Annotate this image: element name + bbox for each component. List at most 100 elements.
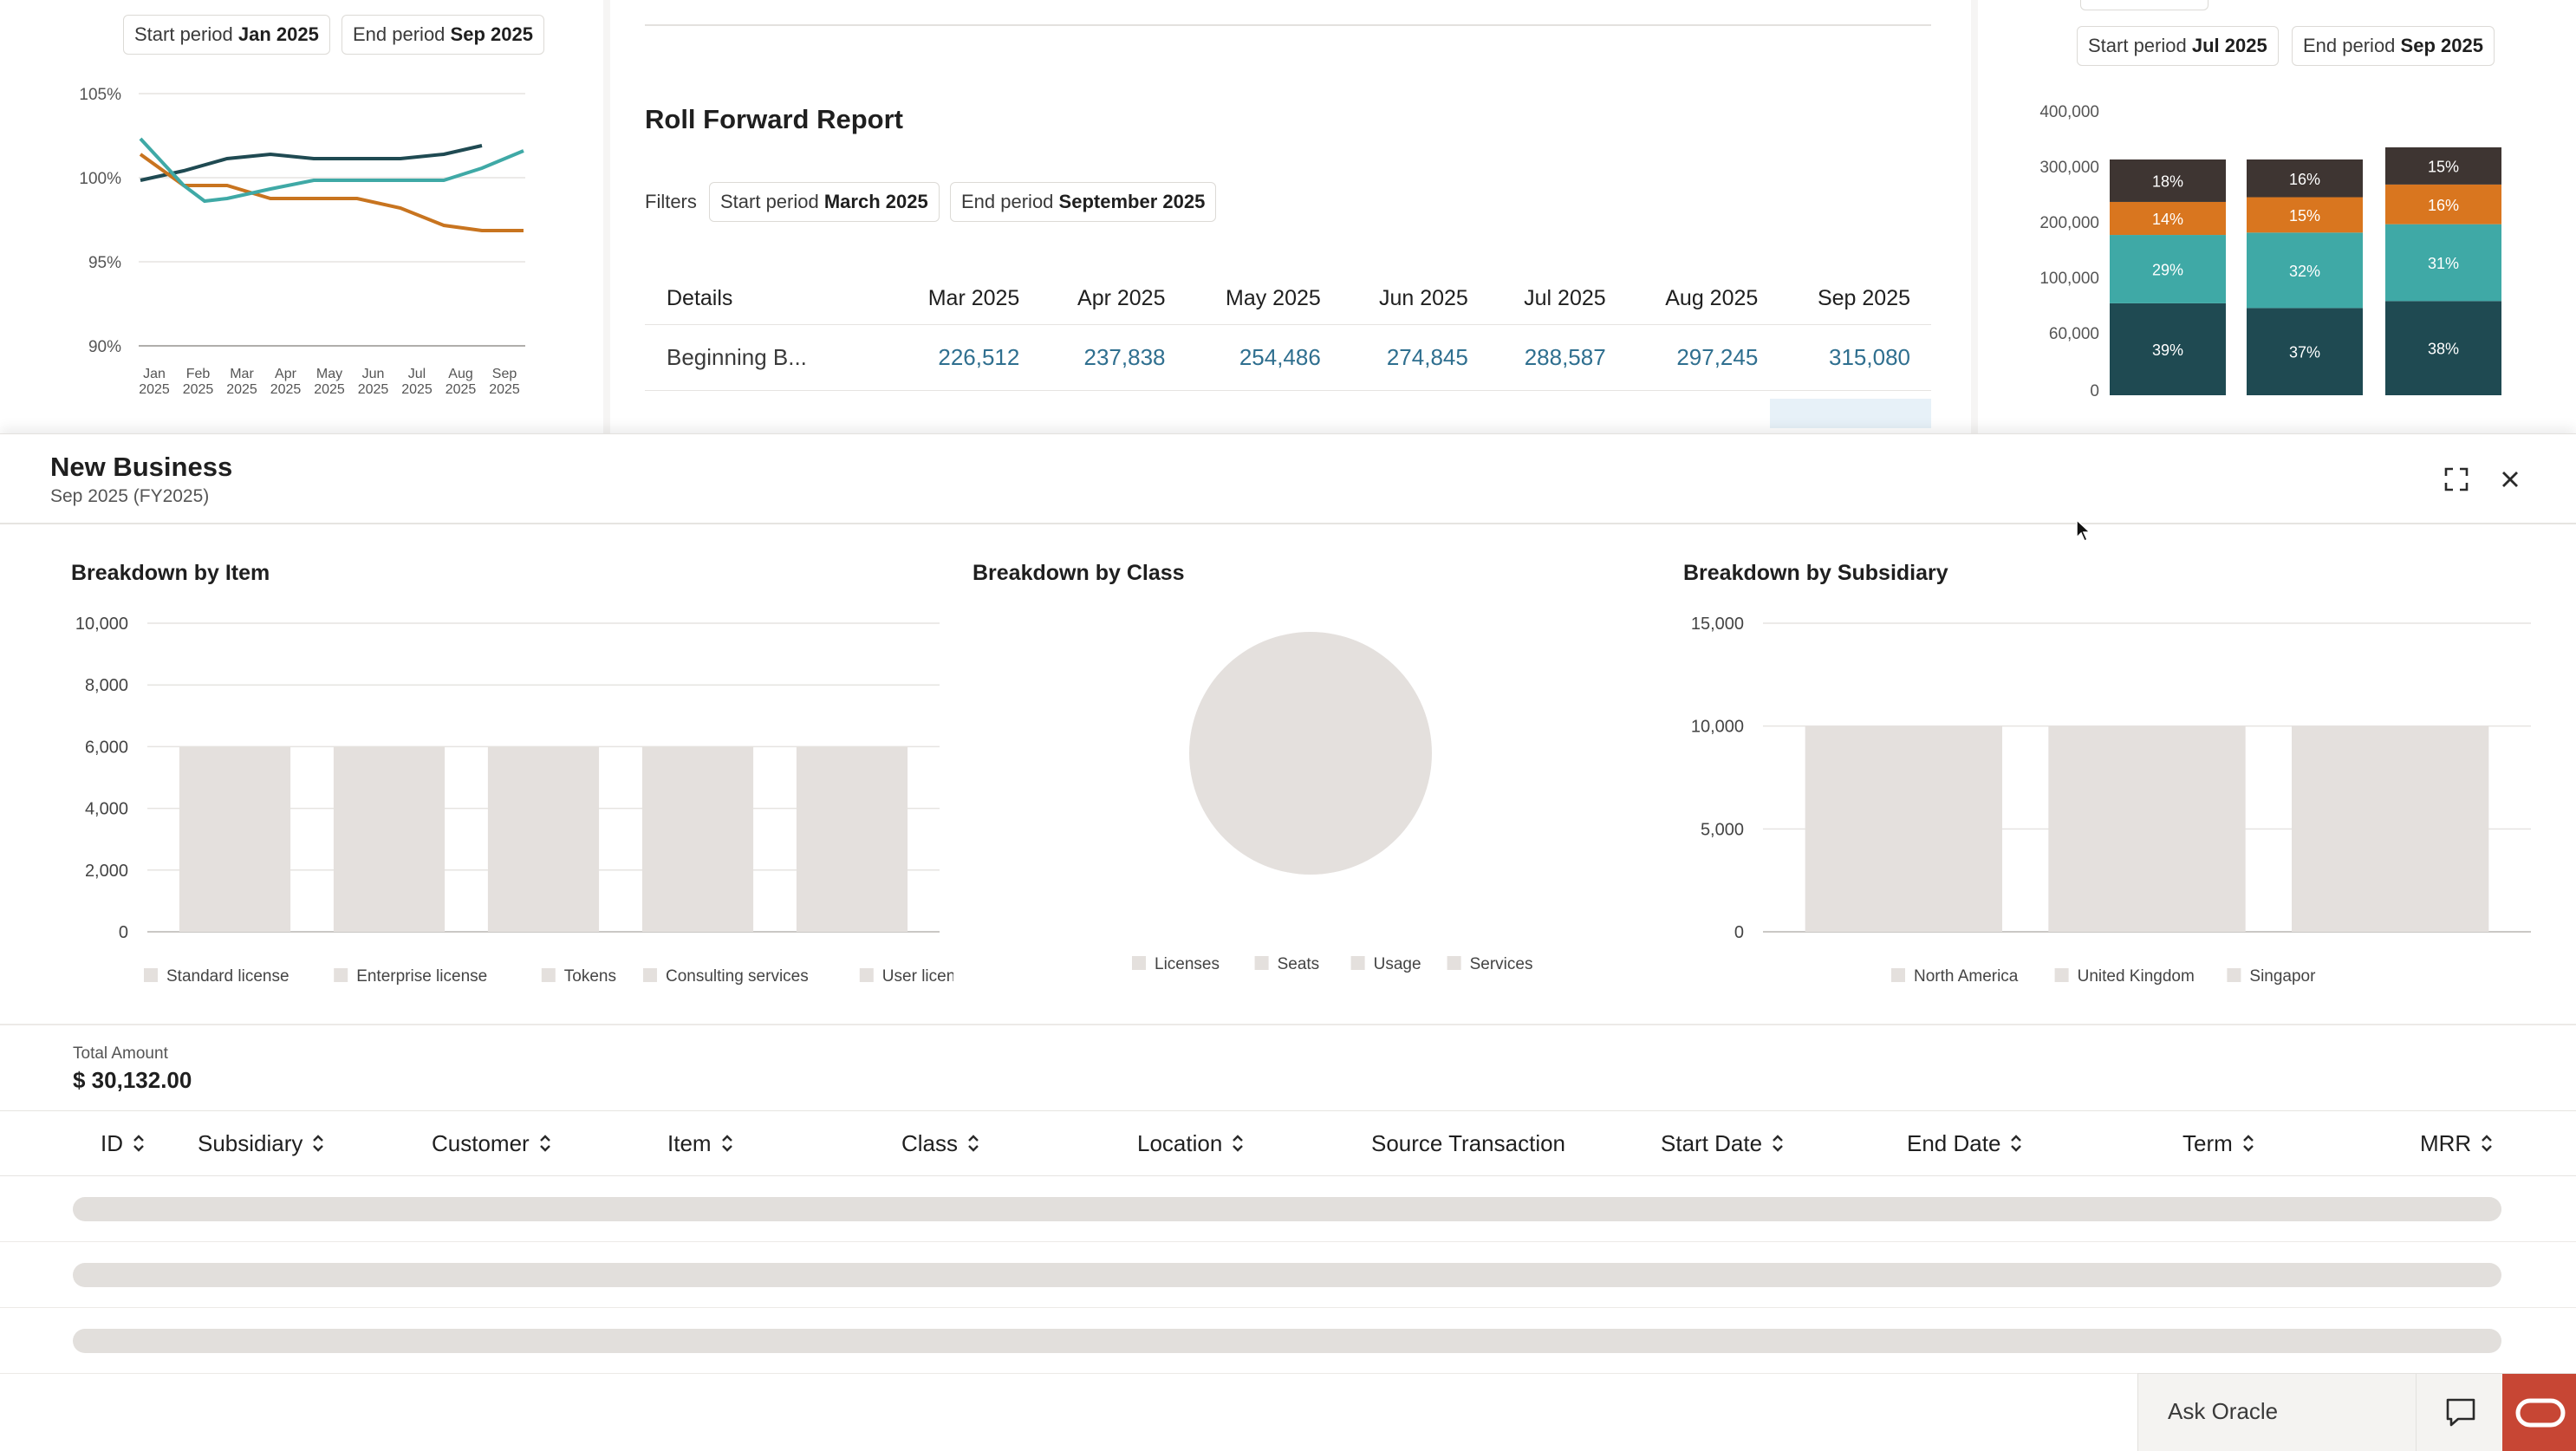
sort-icon[interactable] bbox=[1231, 1134, 1245, 1153]
chip-value: Jul 2025 bbox=[2191, 35, 2267, 56]
legend-label[interactable]: North America bbox=[1914, 967, 2019, 986]
grid-column-header[interactable]: Start Date bbox=[1661, 1111, 1785, 1175]
legend-label[interactable]: Licenses bbox=[1155, 955, 1220, 973]
stacked-segment[interactable] bbox=[2385, 184, 2501, 224]
sort-icon[interactable] bbox=[720, 1134, 734, 1153]
stacked-segment[interactable] bbox=[2110, 303, 2226, 395]
value-link[interactable]: 315,080 bbox=[1779, 324, 1931, 391]
value-link[interactable]: 254,486 bbox=[1186, 324, 1342, 391]
stacked-segment[interactable] bbox=[2247, 308, 2363, 395]
column-header[interactable]: Jun 2025 bbox=[1341, 274, 1489, 325]
chip-label: End period bbox=[961, 191, 1054, 212]
grid-column-header[interactable]: End Date bbox=[1907, 1111, 2023, 1175]
y-tick-label: 0 bbox=[2090, 382, 2099, 400]
sort-icon[interactable] bbox=[2480, 1134, 2494, 1153]
value-link[interactable]: 297,245 bbox=[1626, 324, 1779, 391]
total-amount-label: Total Amount bbox=[73, 1044, 168, 1063]
y-tick-label: 15,000 bbox=[1691, 615, 1744, 634]
sort-icon[interactable] bbox=[2241, 1134, 2255, 1153]
expand-icon[interactable] bbox=[2441, 464, 2472, 495]
y-tick-label: 105% bbox=[79, 86, 121, 104]
value-link[interactable]: 274,845 bbox=[1341, 324, 1489, 391]
selected-cell-highlight bbox=[1770, 399, 1931, 428]
bar[interactable] bbox=[1805, 726, 2003, 932]
column-header[interactable]: Sep 2025 bbox=[1779, 274, 1931, 325]
value-link[interactable]: 237,838 bbox=[1040, 324, 1187, 391]
legend-label[interactable]: User license bbox=[882, 967, 953, 986]
stacked-segment[interactable] bbox=[2385, 147, 2501, 185]
legend-label[interactable]: Enterprise license bbox=[356, 967, 487, 986]
x-tick-label: Apr 2025 bbox=[270, 367, 302, 397]
legend-label[interactable]: Usage bbox=[1374, 955, 1421, 973]
ask-oracle-bar[interactable]: Ask Oracle bbox=[2137, 1373, 2576, 1451]
bar[interactable] bbox=[179, 746, 291, 932]
bar[interactable] bbox=[2291, 726, 2489, 932]
chart-title-subsidiary: Breakdown by Subsidiary bbox=[1683, 561, 1948, 585]
column-header[interactable]: Mar 2025 bbox=[889, 274, 1041, 325]
stacked-segment[interactable] bbox=[2110, 235, 2226, 303]
legend-swatch bbox=[1254, 956, 1269, 970]
column-header[interactable]: May 2025 bbox=[1186, 274, 1342, 325]
sort-icon[interactable] bbox=[1771, 1134, 1785, 1153]
value-link[interactable]: 226,512 bbox=[889, 324, 1041, 391]
oracle-logo-icon[interactable] bbox=[2502, 1374, 2576, 1451]
start-period-chip[interactable]: Start period Jan 2025 bbox=[123, 15, 330, 55]
stacked-segment[interactable] bbox=[2385, 301, 2501, 395]
sort-icon[interactable] bbox=[132, 1134, 146, 1153]
grid-column-header[interactable]: Item bbox=[667, 1111, 734, 1175]
stacked-y-ticks: 400,000 300,000 200,000 100,000 60,000 0 bbox=[2039, 103, 2099, 400]
grid-column-header[interactable]: Source Transaction bbox=[1371, 1111, 1565, 1175]
column-header[interactable]: Details bbox=[645, 274, 890, 325]
y-tick-label: 0 bbox=[1734, 923, 1744, 942]
grid-column-header[interactable]: Term bbox=[2182, 1111, 2255, 1175]
stacked-segment[interactable] bbox=[2110, 201, 2226, 236]
legend-label[interactable]: Tokens bbox=[564, 967, 616, 986]
bar[interactable] bbox=[796, 746, 908, 932]
sort-icon[interactable] bbox=[538, 1134, 552, 1153]
sort-icon[interactable] bbox=[966, 1134, 980, 1153]
stacked-bar-chart: 400,000 300,000 200,000 100,000 60,000 0 39% 2… bbox=[2039, 103, 2501, 400]
legend-label[interactable]: Consulting services bbox=[666, 967, 809, 986]
stacked-segment[interactable] bbox=[2247, 197, 2363, 233]
chip-label: Start period bbox=[720, 191, 819, 212]
end-period-chip[interactable]: End period Sep 2025 bbox=[2292, 26, 2495, 66]
trend-y-ticks: 105% 100% 95% 90% bbox=[79, 86, 121, 356]
start-period-chip[interactable]: Start period March 2025 bbox=[709, 182, 940, 222]
legend-label[interactable]: Services bbox=[1470, 955, 1533, 973]
stacked-segment[interactable] bbox=[2247, 232, 2363, 309]
legend-label[interactable]: Seats bbox=[1278, 955, 1320, 973]
grid-column-header[interactable]: Customer bbox=[432, 1111, 552, 1175]
start-period-chip[interactable]: Start period Jul 2025 bbox=[2077, 26, 2279, 66]
chat-icon[interactable] bbox=[2416, 1374, 2502, 1451]
legend-label[interactable]: United Kingdom bbox=[2078, 967, 2195, 986]
segment-label: 16% bbox=[2428, 197, 2459, 214]
value-link[interactable]: 288,587 bbox=[1488, 324, 1627, 391]
bar[interactable] bbox=[2048, 726, 2246, 932]
x-tick-label: Mar 2025 bbox=[226, 367, 257, 397]
grid-column-header[interactable]: Subsidiary bbox=[198, 1111, 325, 1175]
column-header[interactable]: Jul 2025 bbox=[1488, 274, 1627, 325]
grid-column-header[interactable]: ID bbox=[101, 1111, 146, 1175]
y-tick-label: 200,000 bbox=[2039, 214, 2099, 232]
skeleton-bar bbox=[73, 1329, 2501, 1353]
stacked-segment[interactable] bbox=[2110, 159, 2226, 202]
grid-column-header[interactable]: Class bbox=[901, 1111, 980, 1175]
close-icon[interactable] bbox=[2495, 464, 2526, 495]
column-header[interactable]: Apr 2025 bbox=[1040, 274, 1187, 325]
legend-label[interactable]: Standard license bbox=[166, 967, 289, 986]
stacked-segment[interactable] bbox=[2247, 159, 2363, 198]
grid-column-header[interactable]: MRR bbox=[2420, 1111, 2494, 1175]
end-period-chip[interactable]: End period Sep 2025 bbox=[342, 15, 544, 55]
bar[interactable] bbox=[487, 746, 600, 932]
bar[interactable] bbox=[641, 746, 754, 932]
stacked-segment[interactable] bbox=[2385, 224, 2501, 302]
column-header[interactable]: Aug 2025 bbox=[1626, 274, 1779, 325]
end-period-chip[interactable]: End period September 2025 bbox=[950, 182, 1217, 222]
ask-oracle-input[interactable]: Ask Oracle bbox=[2168, 1398, 2279, 1424]
legend-label[interactable]: Singapor bbox=[2249, 967, 2316, 986]
bar[interactable] bbox=[333, 746, 446, 932]
sort-icon[interactable] bbox=[311, 1134, 325, 1153]
grid-column-header[interactable]: Location bbox=[1137, 1111, 1245, 1175]
x-tick-label: Jul 2025 bbox=[401, 367, 433, 397]
sort-icon[interactable] bbox=[2009, 1134, 2023, 1153]
